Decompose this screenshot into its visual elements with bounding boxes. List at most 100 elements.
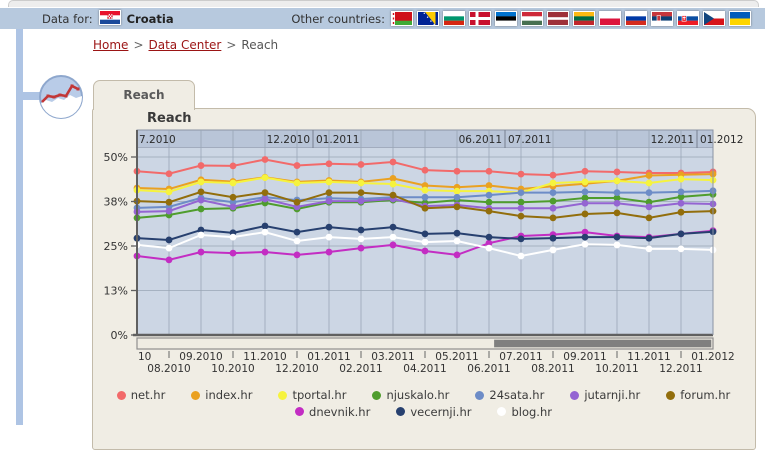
current-country-label: Croatia: [126, 11, 174, 26]
legend-dot-24sata-hr: [475, 390, 485, 400]
svg-text:01.2011: 01.2011: [316, 134, 359, 146]
flag-ukraine[interactable]: [729, 11, 751, 26]
header-bar: Data for: Croatia Other countries:: [0, 8, 765, 29]
flag-poland[interactable]: [599, 11, 621, 26]
svg-text:0%: 0%: [111, 329, 128, 342]
legend-dot-net-hr: [116, 390, 126, 400]
breadcrumb-separator: >: [226, 38, 237, 52]
svg-text:7.2010: 7.2010: [139, 134, 176, 146]
svg-text:06.2011: 06.2011: [467, 363, 510, 375]
data-for-label: Data for:: [42, 11, 93, 26]
svg-text:38%: 38%: [104, 196, 128, 209]
legend-row: dnevnik.hr vecernji.hr blog.hr: [92, 404, 755, 421]
flag-bosnia-herzegovina[interactable]: [417, 11, 439, 26]
chart-scrollbar-thumb[interactable]: [494, 339, 712, 348]
flag-serbia[interactable]: [651, 11, 673, 26]
x-axis-labels: 10 09.2010 11.2010 01.2011 03.2011 05.2011 07.…: [138, 351, 735, 375]
svg-text:02.2011: 02.2011: [339, 363, 382, 375]
legend-label: tportal.hr: [292, 388, 347, 402]
chart-title: Reach: [147, 111, 192, 126]
flag-hungary[interactable]: [521, 11, 543, 26]
other-countries-section: Other countries:: [291, 11, 751, 26]
flag-bulgaria[interactable]: [443, 11, 465, 26]
legend-item-tportal-hr[interactable]: tportal.hr: [278, 387, 346, 403]
legend-dot-forum-hr: [666, 390, 676, 400]
legend-label: njuskalo.hr: [386, 388, 450, 402]
svg-text:10: 10: [138, 351, 151, 363]
svg-text:05.2011: 05.2011: [435, 351, 478, 363]
legend-label: 24sata.hr: [489, 388, 545, 402]
svg-text:01.2012: 01.2012: [691, 351, 734, 363]
legend-item-forum-hr[interactable]: forum.hr: [666, 387, 730, 403]
flag-czech-republic[interactable]: [703, 11, 725, 26]
other-countries-label: Other countries:: [291, 11, 385, 26]
chart-logo-icon[interactable]: [37, 73, 85, 121]
legend-row: net.hr index.hr tportal.hr njuskalo.hr 24sat…: [92, 387, 755, 404]
left-rail-bar: [16, 29, 23, 425]
svg-text:07.2011: 07.2011: [508, 134, 551, 146]
flag-russia[interactable]: [625, 11, 647, 26]
y-axis-labels: 0% 13% 25% 38% 50%: [104, 151, 137, 342]
svg-text:13%: 13%: [104, 285, 128, 298]
legend-label: index.hr: [205, 388, 253, 402]
svg-text:11.2011: 11.2011: [627, 351, 670, 363]
svg-text:08.2011: 08.2011: [531, 363, 574, 375]
svg-text:08.2010: 08.2010: [147, 363, 190, 375]
chart-legend: net.hr index.hr tportal.hr njuskalo.hr 24sat…: [92, 387, 755, 420]
flag-lithuania[interactable]: [573, 11, 595, 26]
country-flags-row: [391, 11, 751, 26]
reach-chart: 7.2010 12.2010 01.2011 06.2011 07.2011 12.201…: [104, 129, 743, 375]
svg-text:03.2011: 03.2011: [371, 351, 414, 363]
legend-dot-vecernji-hr: [396, 407, 406, 416]
flag-estonia[interactable]: [495, 11, 517, 26]
svg-text:04.2011: 04.2011: [403, 363, 446, 375]
svg-text:09.2010: 09.2010: [179, 351, 222, 363]
legend-item-index-hr[interactable]: index.hr: [191, 387, 252, 403]
svg-text:10.2010: 10.2010: [211, 363, 254, 375]
flag-latvia[interactable]: [547, 11, 569, 26]
legend-dot-dnevnik-hr: [295, 407, 305, 416]
legend-item-vecernji-hr[interactable]: vecernji.hr: [396, 404, 471, 420]
series-markers-vecernji-hr: [133, 222, 717, 244]
legend-item-dnevnik-hr[interactable]: dnevnik.hr: [295, 404, 370, 420]
svg-text:12.2010: 12.2010: [275, 363, 318, 375]
legend-dot-njuskalo-hr: [372, 390, 382, 400]
breadcrumb-home-link[interactable]: Home: [93, 38, 129, 52]
legend-dot-index-hr: [191, 390, 201, 400]
croatia-flag-slot: [98, 9, 121, 28]
tab-reach-label: Reach: [123, 88, 165, 102]
legend-label: forum.hr: [680, 388, 731, 402]
breadcrumb: Home > Data Center > Reach: [93, 38, 278, 52]
tab-reach[interactable]: Reach: [93, 80, 195, 110]
top-strip: [8, 0, 759, 7]
legend-item-blog-hr[interactable]: blog.hr: [497, 404, 552, 420]
legend-label: vecernji.hr: [410, 404, 472, 419]
flag-denmark[interactable]: [469, 11, 491, 26]
legend-item-net-hr[interactable]: net.hr: [116, 387, 166, 403]
left-rail-connector: [16, 92, 42, 100]
svg-text:10.2011: 10.2011: [595, 363, 638, 375]
breadcrumb-separator: >: [133, 38, 144, 52]
breadcrumb-datacenter-link[interactable]: Data Center: [148, 38, 222, 52]
series-markers-24sata-hr: [133, 187, 717, 212]
legend-label: net.hr: [130, 388, 166, 402]
legend-item-jutarnji-hr[interactable]: jutarnji.hr: [570, 387, 640, 403]
legend-dot-tportal-hr: [278, 390, 288, 400]
flag-croatia[interactable]: [98, 9, 121, 25]
svg-text:12.2011: 12.2011: [659, 363, 702, 375]
legend-label: jutarnji.hr: [584, 388, 641, 402]
svg-text:09.2011: 09.2011: [563, 351, 606, 363]
legend-dot-jutarnji-hr: [570, 390, 580, 400]
legend-item-24sata-hr[interactable]: 24sata.hr: [475, 387, 544, 403]
flag-slovakia[interactable]: [677, 11, 699, 26]
legend-label: blog.hr: [511, 404, 552, 419]
svg-text:01.2012: 01.2012: [700, 134, 743, 146]
svg-text:50%: 50%: [104, 151, 128, 164]
data-for-section: Data for: Croatia: [42, 9, 174, 28]
svg-text:12.2011: 12.2011: [651, 134, 694, 146]
flag-belarus[interactable]: [391, 11, 413, 26]
chart-scrollbar-track[interactable]: [136, 337, 714, 350]
legend-label: dnevnik.hr: [309, 404, 371, 419]
legend-item-njuskalo-hr[interactable]: njuskalo.hr: [372, 387, 449, 403]
chart-top-band-labels: 7.2010 12.2010 01.2011 06.2011 07.2011 12.201…: [139, 130, 743, 148]
